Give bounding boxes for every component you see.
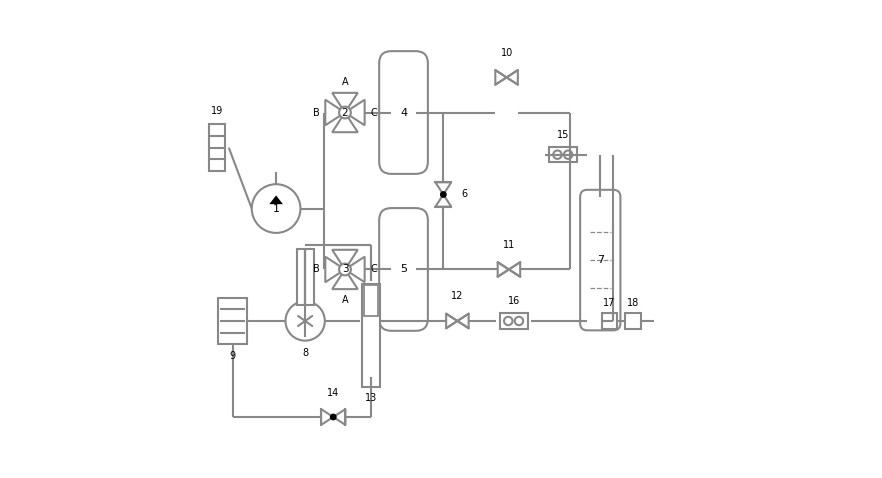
Bar <box>296 249 314 305</box>
Circle shape <box>330 413 337 421</box>
Polygon shape <box>333 270 358 289</box>
Polygon shape <box>321 409 333 425</box>
Bar <box>549 147 577 163</box>
Bar <box>219 297 247 344</box>
Text: 7: 7 <box>597 255 604 265</box>
Text: 14: 14 <box>327 388 340 398</box>
Text: 8: 8 <box>303 348 308 358</box>
Bar <box>499 313 527 329</box>
Circle shape <box>440 191 447 198</box>
Bar <box>209 124 225 171</box>
Polygon shape <box>446 314 458 328</box>
Text: 6: 6 <box>461 189 467 199</box>
Text: 12: 12 <box>452 291 464 301</box>
Text: 5: 5 <box>400 264 407 274</box>
Text: C: C <box>370 264 377 274</box>
Polygon shape <box>333 112 358 132</box>
FancyBboxPatch shape <box>379 51 428 174</box>
Polygon shape <box>436 182 452 195</box>
Polygon shape <box>436 195 452 206</box>
Text: 15: 15 <box>557 130 569 140</box>
Text: 2: 2 <box>341 108 348 118</box>
Text: B: B <box>313 108 319 118</box>
Circle shape <box>504 317 512 325</box>
Text: 9: 9 <box>229 351 235 361</box>
Text: C: C <box>370 108 377 118</box>
Polygon shape <box>496 70 506 85</box>
Polygon shape <box>325 257 345 282</box>
Bar <box>363 285 377 316</box>
Circle shape <box>286 301 325 341</box>
Circle shape <box>553 151 562 159</box>
Circle shape <box>564 151 572 159</box>
Text: 18: 18 <box>627 298 639 308</box>
Polygon shape <box>333 409 346 425</box>
Polygon shape <box>345 257 364 282</box>
Text: 11: 11 <box>503 240 515 250</box>
Text: 3: 3 <box>341 264 348 274</box>
Polygon shape <box>333 93 358 112</box>
Text: B: B <box>313 264 319 274</box>
Circle shape <box>339 263 351 275</box>
Polygon shape <box>458 314 468 328</box>
Circle shape <box>339 107 351 119</box>
Bar <box>602 313 617 329</box>
Circle shape <box>515 317 523 325</box>
Polygon shape <box>325 100 345 125</box>
Bar <box>362 283 379 387</box>
Polygon shape <box>333 250 358 270</box>
Text: A: A <box>341 77 348 87</box>
Text: 4: 4 <box>400 108 407 118</box>
FancyBboxPatch shape <box>379 208 428 331</box>
Text: 19: 19 <box>211 106 223 116</box>
Polygon shape <box>509 262 520 277</box>
Text: 16: 16 <box>507 296 519 306</box>
Polygon shape <box>345 100 364 125</box>
Text: 13: 13 <box>364 393 377 403</box>
Polygon shape <box>269 196 283 204</box>
Text: 10: 10 <box>500 48 512 58</box>
Polygon shape <box>497 262 509 277</box>
Text: 17: 17 <box>603 298 616 308</box>
FancyBboxPatch shape <box>580 190 620 330</box>
Text: 1: 1 <box>273 204 280 214</box>
Polygon shape <box>506 70 518 85</box>
Circle shape <box>251 184 301 233</box>
Text: A: A <box>341 295 348 305</box>
Bar <box>625 313 641 329</box>
